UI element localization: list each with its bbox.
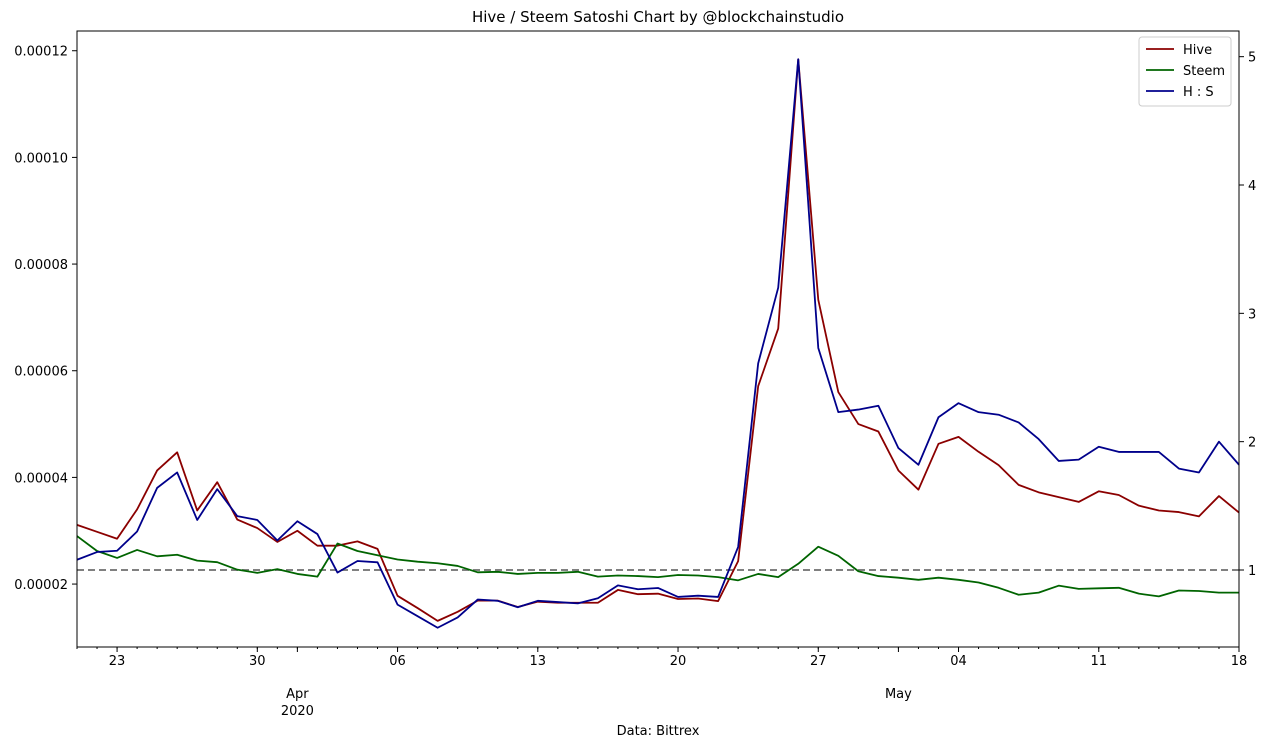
y-right-tick-label: 2 (1248, 436, 1256, 451)
y-left-tick-label: 0.00008 (14, 258, 68, 273)
x-tick-label: 06 (389, 654, 406, 669)
x-tick-sublabel-line: May (885, 687, 912, 702)
x-tick-sublabel: May (885, 687, 912, 702)
legend-label: H : S (1183, 85, 1214, 100)
legend-box (1138, 36, 1232, 107)
y-left-tick-label: 0.00002 (14, 578, 68, 593)
x-tick-sublabel: Apr 2020 (281, 687, 314, 719)
y-left-tick-label: 0.00006 (14, 365, 68, 380)
x-tick-sublabel-line: Apr (286, 687, 309, 702)
legend: Hive Steem H : S (1138, 36, 1232, 107)
chart-title: Hive / Steem Satoshi Chart by @blockchai… (472, 8, 844, 26)
x-tick-label: 18 (1231, 654, 1248, 669)
y-right-tick-label: 5 (1248, 51, 1256, 66)
x-tick-label: 13 (530, 654, 547, 669)
y-right-tick-label: 4 (1248, 179, 1256, 194)
plot-frame (76, 30, 1240, 648)
x-tick-label: 04 (950, 654, 967, 669)
y-left-tick-label: 0.00010 (14, 151, 68, 166)
y-left-tick-label: 0.00004 (14, 471, 68, 486)
series-line-steem (76, 535, 1239, 598)
series-line-hive (76, 58, 1240, 622)
axes: 0.00002 0.00004 0.00006 0.00008 0.00010 0.000… (14, 45, 1256, 719)
x-tick-label: 11 (1090, 654, 1107, 669)
x-axis-label: Data: Bittrex (617, 724, 700, 739)
x-tick-label: 27 (810, 654, 827, 669)
plot-area (76, 58, 1240, 629)
y-right-tick-label: 3 (1248, 307, 1256, 322)
x-tick-label: 30 (249, 654, 266, 669)
legend-label: Hive (1183, 43, 1212, 58)
y-right-tick-label: 1 (1248, 564, 1256, 579)
y-left-tick-label: 0.00012 (14, 45, 68, 60)
x-tick-label: 23 (109, 654, 126, 669)
legend-label: Steem (1183, 64, 1225, 79)
x-tick-sublabel-line: 2020 (281, 704, 314, 719)
series-line-h-s (76, 58, 1240, 629)
x-tick-label: 20 (670, 654, 687, 669)
